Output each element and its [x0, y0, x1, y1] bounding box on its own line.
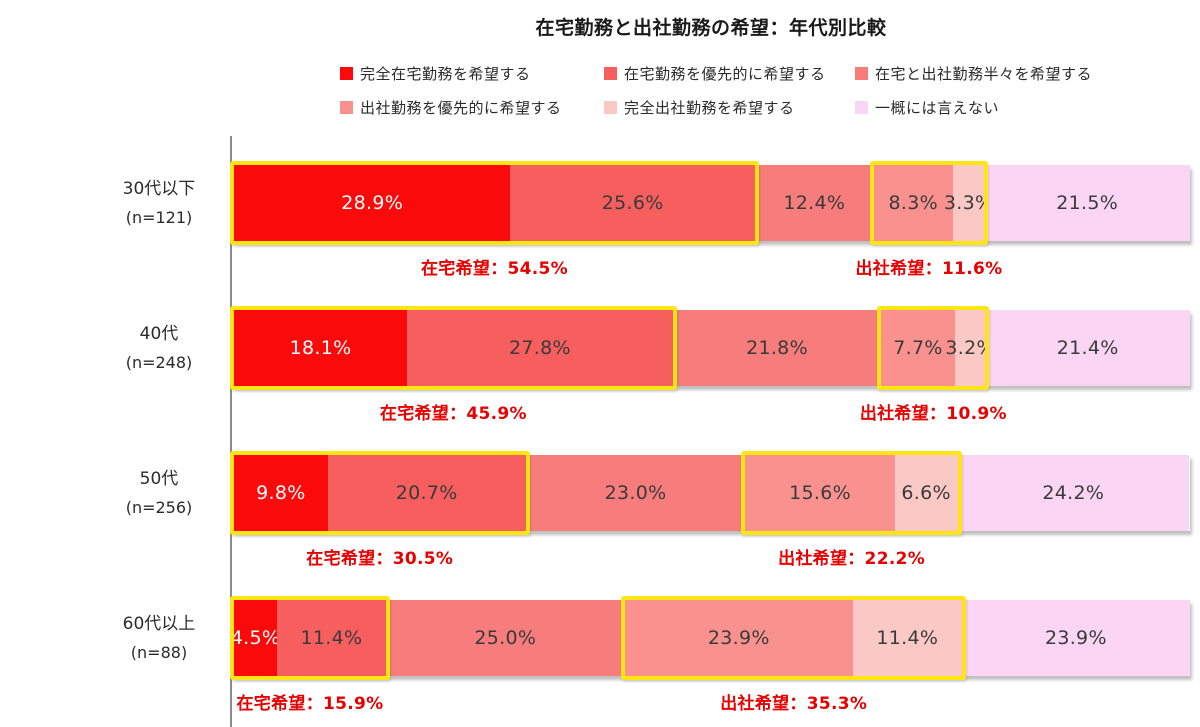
bar-segment: 27.8% — [407, 310, 673, 386]
home-annotation: 在宅希望：45.9% — [379, 404, 527, 424]
legend-item: 完全在宅勤務を希望する — [340, 64, 531, 83]
bar-segment: 11.4% — [852, 600, 962, 676]
bar-segment: 24.2% — [957, 455, 1190, 531]
segment-value-label: 21.8% — [746, 337, 808, 359]
home-annotation: 在宅希望：15.9% — [236, 694, 384, 714]
bar-segment: 12.4% — [755, 165, 874, 241]
legend-swatch-icon — [340, 100, 353, 114]
office-annotation: 出社希望：11.6% — [855, 259, 1003, 279]
bar-segment: 8.3% — [873, 165, 953, 241]
stacked-bar: 4.5% 11.4% 25.0% 23.9% 11.4% 23.9% — [230, 600, 1190, 676]
legend-swatch-icon — [604, 66, 617, 80]
segment-value-label: 23.0% — [604, 482, 667, 504]
chart-title: 在宅勤務と出社勤務の希望：年代別比較 — [535, 17, 887, 39]
bar-segment: 25.6% — [510, 165, 756, 241]
segment-value-label: 8.3% — [888, 192, 938, 214]
bar-segment: 23.9% — [961, 600, 1190, 676]
legend-label: 出社勤務を優先的に希望する — [360, 98, 562, 117]
segment-value-label: 18.1% — [289, 337, 352, 359]
category-label: 40代 (n=248) — [90, 310, 228, 386]
bar-segment: 23.0% — [525, 455, 746, 531]
segment-value-label: 4.5% — [230, 627, 281, 649]
segment-value-label: 7.7% — [893, 337, 943, 359]
segment-value-label: 3.3% — [943, 192, 994, 214]
segment-value-label: 23.9% — [707, 627, 770, 649]
bar-segment: 15.6% — [745, 455, 895, 531]
segment-value-label: 21.4% — [1056, 337, 1119, 359]
bar-segment: 3.2% — [945, 310, 995, 386]
legend-swatch-icon — [604, 100, 617, 114]
category-sample-size: (n=256) — [125, 498, 193, 518]
segment-value-label: 11.4% — [300, 627, 363, 649]
segment-value-label: 6.6% — [901, 482, 951, 504]
segment-value-label: 11.4% — [876, 627, 939, 649]
bar-segment: 11.4% — [277, 600, 386, 676]
legend-swatch-icon — [855, 100, 868, 114]
legend-label: 一概には言えない — [875, 98, 1000, 117]
bar-segment: 25.0% — [385, 600, 625, 676]
legend-label: 在宅勤務を優先的に希望する — [624, 64, 826, 83]
category-name: 50代 — [139, 468, 179, 489]
category-label: 30代以下 (n=121) — [90, 165, 228, 241]
segment-value-label: 9.8% — [256, 482, 306, 504]
segment-value-label: 28.9% — [341, 192, 404, 214]
segment-value-label: 20.7% — [395, 482, 458, 504]
bar-segment: 7.7% — [881, 310, 955, 386]
segment-value-label: 23.9% — [1044, 627, 1107, 649]
stacked-bar: 18.1% 27.8% 21.8% 7.7% 3.2% 21.4% — [234, 310, 1190, 386]
category-name: 60代以上 — [122, 613, 196, 634]
legend-swatch-icon — [340, 66, 353, 80]
segment-value-label: 25.0% — [474, 627, 537, 649]
legend-swatch-icon — [855, 66, 868, 80]
bar-segment: 21.5% — [984, 165, 1190, 241]
bar-segment: 4.5% — [230, 600, 281, 676]
home-annotation: 在宅希望：54.5% — [421, 259, 568, 279]
bar-segment: 20.7% — [327, 455, 526, 531]
bar-segment: 18.1% — [234, 310, 408, 386]
segment-value-label: 12.4% — [783, 192, 846, 214]
segment-value-label: 25.6% — [601, 192, 664, 214]
category-sample-size: (n=88) — [130, 643, 188, 663]
bar-segment: 3.3% — [944, 165, 993, 241]
category-label: 60代以上 (n=88) — [90, 600, 228, 676]
segment-value-label: 21.5% — [1056, 192, 1119, 214]
legend-label: 完全在宅勤務を希望する — [360, 64, 531, 83]
bar-segment: 23.9% — [624, 600, 853, 676]
home-annotation: 在宅希望：30.5% — [306, 549, 454, 569]
category-name: 40代 — [139, 323, 179, 344]
bar-segment: 21.8% — [672, 310, 882, 386]
bar-segment: 9.8% — [234, 455, 328, 531]
category-name: 30代以下 — [122, 178, 196, 199]
office-annotation: 出社希望：35.3% — [720, 694, 868, 714]
bar-segment: 21.4% — [985, 310, 1190, 386]
segment-value-label: 3.2% — [945, 337, 995, 359]
segment-value-label: 27.8% — [508, 337, 571, 359]
category-sample-size: (n=248) — [125, 353, 193, 373]
legend-item: 在宅勤務を優先的に希望する — [604, 64, 826, 83]
legend-item: 完全出社勤務を希望する — [604, 98, 795, 117]
legend-label: 完全出社勤務を希望する — [624, 98, 795, 117]
category-sample-size: (n=121) — [125, 208, 193, 228]
segment-value-label: 24.2% — [1042, 482, 1105, 504]
office-annotation: 出社希望：22.2% — [778, 549, 926, 569]
legend-label: 在宅と出社勤務半々を希望する — [875, 64, 1093, 83]
segment-value-label: 15.6% — [789, 482, 851, 504]
bar-segment: 6.6% — [894, 455, 958, 531]
stacked-bar: 9.8% 20.7% 23.0% 15.6% 6.6% 24.2% — [234, 455, 1190, 531]
stacked-bar: 28.9% 25.6% 12.4% 8.3% 3.3% 21.5% — [234, 165, 1190, 241]
legend-item: 一概には言えない — [855, 98, 1000, 117]
y-axis-line — [230, 136, 232, 727]
bar-segment: 28.9% — [234, 165, 511, 241]
legend-item: 出社勤務を優先的に希望する — [340, 98, 562, 117]
legend-item: 在宅と出社勤務半々を希望する — [855, 64, 1093, 83]
office-annotation: 出社希望：10.9% — [859, 404, 1007, 424]
category-label: 50代 (n=256) — [90, 455, 228, 531]
